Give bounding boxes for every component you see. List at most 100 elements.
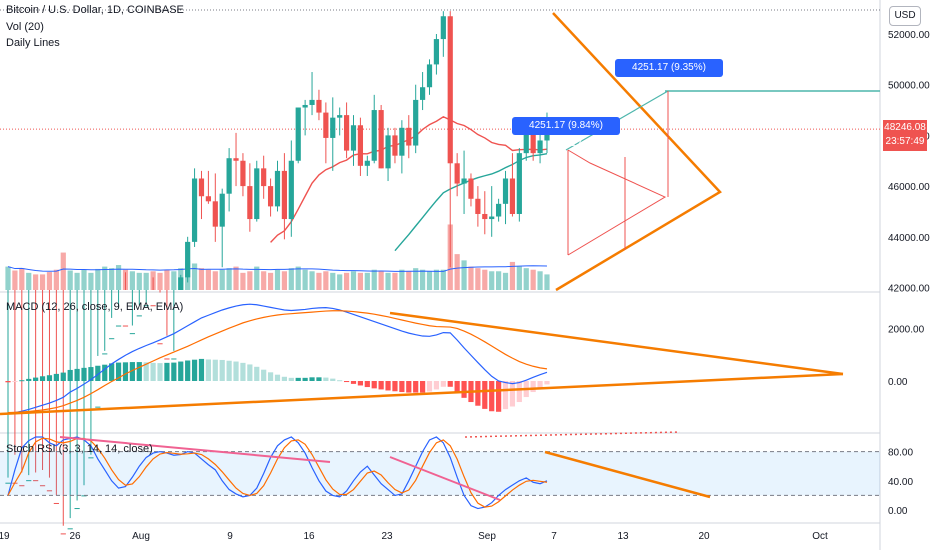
volume-bar — [129, 271, 135, 290]
macd-line — [7, 303, 548, 415]
rsi-axis-tick: 80.00 — [888, 448, 913, 459]
volume-bar — [171, 271, 177, 290]
volume-bar — [364, 272, 370, 290]
candle-body — [60, 533, 66, 535]
bar-countdown: 23:57:49 — [885, 136, 925, 147]
candle-body — [247, 186, 253, 220]
macd-histogram-bar — [191, 359, 198, 381]
macd-histogram-bar — [330, 378, 336, 381]
volume-bar — [233, 266, 239, 290]
macd-histogram-bar — [413, 381, 419, 393]
candle-body — [288, 160, 294, 220]
macd-histogram-bar — [46, 375, 53, 381]
macd-histogram-bar — [74, 368, 80, 381]
candle-body — [440, 16, 446, 40]
measure-mid-label: 4251.17 (9.84%) 425117 — [529, 120, 603, 149]
symbol-title: Bitcoin / U.S. Dollar, 1D, COINBASE — [6, 4, 184, 16]
candle-body — [129, 333, 135, 335]
candle-body — [378, 110, 384, 169]
rsi-dotted-line — [464, 431, 681, 438]
candle-body — [516, 153, 522, 214]
volume-bar — [115, 265, 122, 290]
candle-body — [198, 178, 205, 197]
volume-bar — [226, 268, 232, 290]
candle-body — [343, 115, 350, 151]
volume-bar — [440, 269, 446, 290]
macd-histogram-bar — [509, 381, 516, 407]
volume-bar — [198, 268, 205, 290]
candle-body — [39, 485, 46, 487]
volume-bar — [247, 271, 253, 290]
candle-body — [509, 178, 516, 214]
macd-histogram-bar — [26, 378, 32, 381]
volume-bar — [392, 272, 398, 290]
volume-bar — [426, 271, 433, 290]
candle-body — [399, 127, 405, 156]
macd-histogram-bar — [95, 365, 101, 381]
measure-box-top[interactable]: 4251.17 (9.35%) 425117 — [615, 59, 723, 91]
volume-bar — [26, 272, 32, 290]
volume-bar — [12, 270, 18, 290]
macd-histogram-bar — [88, 367, 94, 381]
macd-histogram-bar — [129, 362, 135, 381]
macd-histogram-bar — [39, 376, 46, 381]
macd-histogram-bar — [433, 381, 440, 390]
macd-trendline-lower — [0, 372, 844, 416]
candle-body — [461, 178, 467, 184]
volume-bar — [482, 269, 488, 290]
volume-bar — [281, 271, 287, 290]
candle-body — [226, 158, 232, 194]
macd-histogram-bar — [482, 381, 488, 409]
macd-histogram-bar — [109, 363, 115, 381]
volume-bar — [454, 254, 460, 290]
macd-histogram-bar — [233, 361, 239, 381]
volume-bar — [433, 269, 440, 290]
time-axis-tick: 16 — [303, 531, 315, 542]
volume-bar — [274, 269, 281, 290]
volume-bar — [378, 271, 384, 290]
volume-bar — [343, 272, 350, 290]
volume-bar — [357, 272, 364, 290]
volume-bar — [330, 272, 336, 290]
macd-histogram-bar — [371, 381, 377, 389]
macd-histogram-bar — [164, 362, 170, 381]
volume-bar — [413, 268, 419, 290]
macd-histogram-bar — [337, 380, 343, 382]
currency-badge[interactable]: USD — [889, 6, 921, 26]
measure-box-mid[interactable]: 4251.17 (9.84%) 425117 — [512, 117, 620, 149]
macd-histogram-bar — [274, 374, 281, 381]
volume-bar — [5, 266, 11, 290]
macd-histogram-bar — [537, 381, 543, 388]
volume-ma-line — [7, 265, 547, 272]
macd-histogram-bar — [295, 377, 301, 381]
stoch-k-line — [7, 436, 548, 510]
candle-body — [150, 305, 156, 307]
volume-bar — [46, 272, 53, 290]
macd-signal-line — [7, 310, 548, 414]
volume-bar — [406, 271, 412, 290]
time-axis-tick: 26 — [69, 531, 81, 542]
volume-bar — [261, 271, 267, 290]
volume-bar — [191, 263, 198, 290]
candle-body — [371, 110, 377, 161]
macd-histogram-bar — [198, 358, 205, 381]
volume-bar — [468, 266, 474, 290]
candle-body — [357, 125, 364, 166]
candle-body — [364, 160, 370, 166]
time-axis-tick: 20 — [698, 531, 710, 542]
volume-bar — [461, 260, 467, 290]
macd-histogram-bar — [406, 381, 412, 393]
rsi-trendline-orange — [544, 450, 711, 499]
macd-histogram-bar — [226, 360, 232, 381]
macd-histogram-bar — [19, 380, 25, 382]
candle-body — [433, 39, 440, 65]
last-price-value: 48246.08 — [884, 122, 926, 133]
price-axis-tick: 46000.00 — [888, 182, 930, 193]
volume-bar — [523, 268, 529, 290]
candle-body — [33, 480, 39, 482]
triangle-drawing — [552, 12, 722, 292]
candle-body — [267, 186, 274, 207]
macd-histogram-bar — [440, 381, 446, 387]
candle-body — [274, 170, 281, 207]
stoch-d-line — [7, 437, 548, 508]
